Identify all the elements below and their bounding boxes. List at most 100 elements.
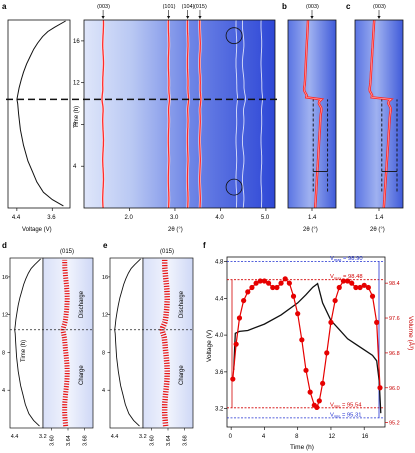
panel-f-volume-point xyxy=(236,315,243,321)
panel-f-volume-point xyxy=(282,276,288,282)
panel-a-peak-line xyxy=(199,20,202,209)
panel-d-region-discharge: Discharge xyxy=(79,290,85,318)
panel-a-weak-peak-line xyxy=(260,19,263,209)
panel-f-xtick-label: 12 xyxy=(328,434,335,440)
panel-f-y2tick-label: 96.8 xyxy=(389,351,400,357)
panel-f-volume-point xyxy=(344,278,351,284)
panel-a-voltage-curve xyxy=(16,20,66,207)
panel-label-f: f xyxy=(203,241,206,250)
panel-f-volume-point xyxy=(249,284,255,291)
panel-a-peak-label: (104) xyxy=(182,4,195,10)
panel-label-b: b xyxy=(282,2,287,11)
panel-f-vmax-ref-annotation: Vmax = 98.48 xyxy=(330,274,363,280)
panel-a-highlight-circle xyxy=(225,27,243,45)
panel-f-vmax-annotation: Vmax = 98.90 xyxy=(330,256,363,262)
panel-d-voltage-xtick-label: 4.4 xyxy=(11,434,19,440)
panel-a-xrd-ytick-label: 12 xyxy=(73,81,80,87)
panel-e-voltage-xtick-label: 4.4 xyxy=(111,434,119,440)
panel-f-volume-point xyxy=(245,289,251,295)
panel-b-xlabel: 2θ (°) xyxy=(303,227,318,233)
panel-a-voltage-xtick-label: 3.6 xyxy=(47,215,56,221)
panel-f-volume-point xyxy=(241,297,247,304)
panel-f-ylabel: Voltage (V) xyxy=(206,330,213,362)
panel-f-volume-point xyxy=(328,319,334,325)
panel-f-xtick-label: 16 xyxy=(362,434,369,440)
panel-a-peak-label: (015) xyxy=(194,4,207,10)
panel-a-xrd-ytick-label: 4 xyxy=(73,164,77,170)
panel-f-y2tick-label: 96.0 xyxy=(389,386,400,392)
panel-a-xrd-xlabel: 2θ (°) xyxy=(168,227,183,233)
panel-e-xtick-label: 3.64 xyxy=(166,435,172,446)
panel-a-peak-line xyxy=(167,19,171,209)
panel-f-volume-point xyxy=(230,376,236,382)
panel-f-volume-point xyxy=(270,284,276,291)
panel-f-volume-point xyxy=(253,280,259,286)
panel-e-peak-band xyxy=(159,259,170,427)
panel-c-xrd: (003) 1.4 2θ (°) xyxy=(354,4,404,233)
panel-f: 0 4 8 12 16 3.2 3.6 4.0 4.4 4.8 95.2 96.0 96.8 97.6 98… xyxy=(206,256,415,451)
panel-label-e: e xyxy=(103,241,108,250)
panel-f-volume-point xyxy=(307,389,313,395)
panel-b-background xyxy=(288,20,336,208)
panel-f-xtick-label: 4 xyxy=(262,434,266,440)
panel-d-xtick-label: 3.64 xyxy=(66,435,72,446)
panel-label-d: d xyxy=(2,241,7,250)
panel-f-volume-point xyxy=(320,380,326,387)
panel-f-volume-point xyxy=(261,278,268,284)
panel-f-volume-point xyxy=(295,311,301,317)
panel-b-peak-arrowhead xyxy=(310,16,314,19)
panel-a-peak-label: (101) xyxy=(163,4,176,10)
panel-e-ytick-label: 16 xyxy=(102,275,108,281)
panel-a-peak-arrowhead xyxy=(198,16,202,19)
panel-f-vmin-ref-annotation: Vmin = 95.54 xyxy=(330,402,362,408)
panel-f-ytick-label: 4.4 xyxy=(215,296,224,302)
panel-a-peak-arrowhead xyxy=(186,16,190,19)
panel-d-ytick-label: 12 xyxy=(2,313,8,319)
panel-f-volume-point xyxy=(286,280,292,286)
panel-a-xrd-xtick-label: 5.0 xyxy=(261,215,270,221)
panel-f-y2tick-label: 97.6 xyxy=(389,316,400,322)
panel-c-peak-arrowhead xyxy=(377,16,381,19)
panel-f-volume-point xyxy=(349,280,355,286)
panel-e-ytick-label: 12 xyxy=(102,313,108,319)
panel-f-y2tick-label: 95.2 xyxy=(389,421,400,427)
panel-f-volume-point xyxy=(314,404,320,410)
panel-f-y2tick-label: 98.4 xyxy=(389,281,400,287)
panel-a-voltage-frame xyxy=(7,19,71,209)
panel-f-xlabel: Time (h) xyxy=(290,444,314,451)
panel-e-ytick-label: 4 xyxy=(102,388,105,394)
panel-e-region-discharge: Discharge xyxy=(179,290,185,318)
panel-d-voltage-curve xyxy=(14,258,41,427)
panel-e-ytick-label: 8 xyxy=(102,350,105,356)
panel-a-weak-peak-line xyxy=(241,19,246,209)
panel-d-ytick-label: 16 xyxy=(2,275,8,281)
panel-f-ytick-label: 3.6 xyxy=(215,370,224,376)
panel-d-xtick-label: 3.60 xyxy=(49,435,55,446)
panel-e-xtick-label: 3.68 xyxy=(183,435,189,446)
panel-f-volume-point xyxy=(365,284,371,291)
panel-f-volume-point xyxy=(303,367,309,373)
panel-f-volume-point xyxy=(369,293,376,299)
panel-d-region-charge: Charge xyxy=(79,365,85,385)
panel-a-highlight-circle xyxy=(225,178,243,196)
panel-f-volume-point xyxy=(274,284,280,291)
panel-d-ylabel: Time (h) xyxy=(21,340,27,362)
panel-e-xtick-label: 3.60 xyxy=(149,435,155,446)
panel-e-peak-label: (015) xyxy=(160,249,174,255)
panel-f-volume-point xyxy=(265,280,272,286)
panel-f-xtick-label: 0 xyxy=(229,434,233,440)
panel-f-volume-point xyxy=(340,278,347,284)
panel-d-voltage-xtick-label: 3.2 xyxy=(39,434,47,440)
panel-a-weak-peak-line xyxy=(235,19,238,209)
panel-d-ytick-label: 4 xyxy=(2,388,5,394)
panel-f-volume-point xyxy=(257,278,263,284)
panel-e: Discharge Charge (015) 4 8 12 16 4.4 3.2 3.60 3… xyxy=(102,249,194,446)
panel-f-y2label: Volume (Å³) xyxy=(407,316,415,350)
panel-f-volume-point xyxy=(353,284,359,291)
panel-a-voltage-xlabel: Voltage (V) xyxy=(22,227,52,233)
panel-a-peak-line xyxy=(186,19,190,209)
panel-a-xrd-background xyxy=(84,20,275,208)
panel-f-volume-point xyxy=(233,341,239,347)
panel-a-xrd-xtick-label: 3.0 xyxy=(170,215,179,221)
